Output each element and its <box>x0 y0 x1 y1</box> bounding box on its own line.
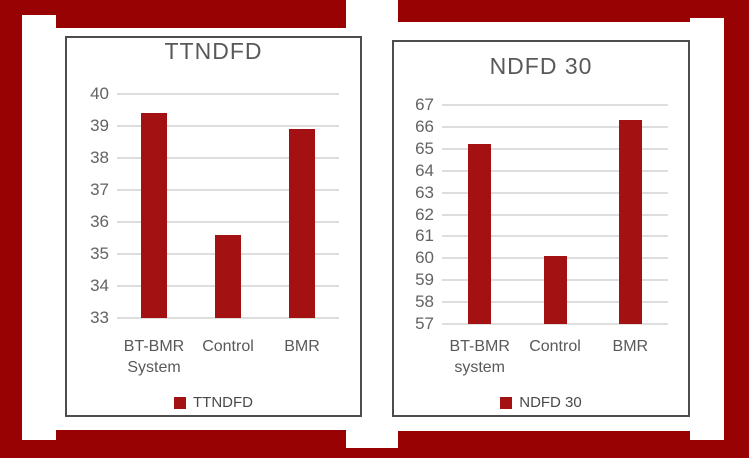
x-axis-labels: BT-BMR system Control BMR <box>442 336 668 378</box>
legend: NDFD 30 <box>394 394 688 411</box>
gridline <box>442 125 668 128</box>
x-category-label: BMR <box>612 338 649 355</box>
y-tick-label: 57 <box>415 314 434 333</box>
chart-panel-ndfd30: NDFD 30 BT-BMR system Control BMR NDFD 30 … <box>392 40 690 417</box>
gridline <box>442 191 668 194</box>
gridline <box>442 104 668 106</box>
chart-panel-ttndfd: TTNDFD BT-BMR System Control BMR TTNDFD 40… <box>65 36 362 417</box>
y-tick-label: 66 <box>415 116 434 136</box>
bar-bt-bmr-system <box>468 144 492 324</box>
y-tick-label: 58 <box>415 292 434 312</box>
plot-area <box>117 93 339 319</box>
y-tick-label: 34 <box>90 276 109 295</box>
white-margin-right <box>690 18 724 440</box>
legend-label: TTNDFD <box>193 394 253 411</box>
y-tick-label: 61 <box>415 226 434 246</box>
y-tick-label: 60 <box>415 248 434 268</box>
y-tick-label: 38 <box>90 148 109 167</box>
y-tick-label: 63 <box>415 182 434 202</box>
legend-swatch <box>500 396 513 409</box>
chart-title: NDFD 30 <box>489 53 593 79</box>
y-tick-label: 35 <box>90 244 109 263</box>
gridline <box>117 189 339 191</box>
x-category-label: BT-BMR System <box>123 338 185 376</box>
gridline <box>442 213 668 216</box>
gridline <box>117 317 339 319</box>
x-axis-labels: BT-BMR System Control BMR <box>117 336 339 378</box>
gridline <box>117 221 339 223</box>
x-category-label: BMR <box>284 338 320 355</box>
y-tick-label: 64 <box>415 160 434 180</box>
gridline <box>442 147 668 150</box>
y-tick-label: 39 <box>90 116 109 135</box>
legend-label: NDFD 30 <box>519 394 582 411</box>
gridline <box>442 235 668 238</box>
y-tick-label: 67 <box>415 95 434 114</box>
legend-swatch <box>174 396 186 409</box>
bar-control <box>543 256 567 324</box>
bar-bmr <box>618 120 642 324</box>
gridline <box>442 323 668 325</box>
bar-bmr <box>289 129 315 318</box>
plot-area <box>442 104 668 325</box>
gridline <box>117 157 339 159</box>
gridline <box>117 125 339 127</box>
chart-title: TTNDFD <box>164 38 263 64</box>
white-margin-left <box>22 15 56 440</box>
legend: TTNDFD <box>67 394 360 411</box>
y-tick-label: 37 <box>90 180 109 199</box>
x-category-label: Control <box>202 338 254 355</box>
bar-bt-bmr-system <box>141 113 167 318</box>
gridline <box>442 169 668 172</box>
y-tick-label: 62 <box>415 204 434 224</box>
y-tick-label: 36 <box>90 212 109 231</box>
y-tick-label: 40 <box>90 84 109 103</box>
x-category-label: BT-BMR system <box>449 338 510 376</box>
y-tick-label: 33 <box>90 308 109 327</box>
gridline <box>117 93 339 95</box>
x-category-label: Control <box>529 338 581 355</box>
bar-control <box>215 234 241 318</box>
y-tick-label: 65 <box>415 138 434 158</box>
y-tick-label: 59 <box>415 270 434 290</box>
